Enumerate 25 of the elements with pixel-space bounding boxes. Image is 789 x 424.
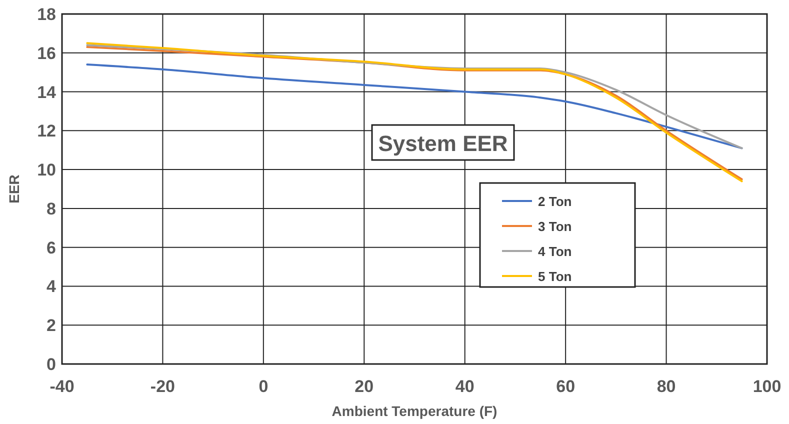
x-tick-label: 40 — [455, 377, 474, 396]
x-axis-title: Ambient Temperature (F) — [332, 403, 498, 419]
x-tick-label: 20 — [354, 377, 374, 396]
legend-label: 3 Ton — [538, 219, 572, 234]
y-tick-label: 2 — [46, 316, 56, 336]
x-tick-label: 100 — [752, 377, 782, 396]
y-axis-title: EER — [6, 174, 22, 204]
y-tick-label: 6 — [46, 238, 56, 258]
y-tick-label: 18 — [37, 5, 56, 24]
y-tick-label: 16 — [37, 44, 56, 63]
x-tick-label: -40 — [50, 377, 74, 396]
y-tick-label: 4 — [46, 277, 57, 296]
x-tick-label: 60 — [556, 377, 576, 396]
y-tick-label: 0 — [46, 355, 56, 374]
y-tick-label: 14 — [37, 82, 57, 102]
legend-label: 5 Ton — [538, 269, 572, 284]
annotation: System EER — [378, 131, 508, 156]
legend-label: 2 Ton — [538, 194, 572, 209]
legend-label: 4 Ton — [538, 244, 572, 259]
x-tick-label: 80 — [656, 377, 676, 396]
y-tick-label: 10 — [37, 160, 56, 180]
y-tick-label: 12 — [37, 122, 56, 141]
y-tick-label: 8 — [46, 199, 56, 218]
x-tick-label: 0 — [258, 377, 268, 396]
x-tick-label: -20 — [150, 377, 176, 396]
